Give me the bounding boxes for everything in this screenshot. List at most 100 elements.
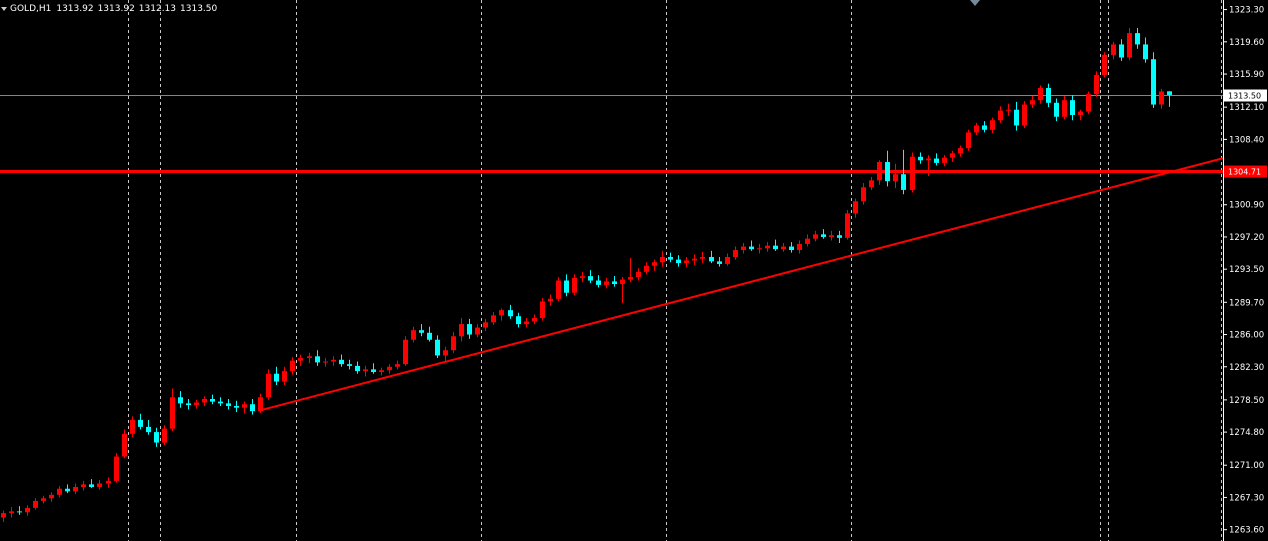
candle-body-bear bbox=[709, 256, 714, 262]
price-tick-label: 1282.30 bbox=[1229, 363, 1264, 373]
candle-body-bull bbox=[451, 336, 456, 351]
chevron-down-icon[interactable] bbox=[1, 6, 7, 11]
candle-body-bear bbox=[676, 259, 681, 264]
candle-body-bull bbox=[1006, 109, 1011, 111]
candle-body-bear bbox=[17, 511, 22, 513]
candle-body-bull bbox=[491, 315, 496, 323]
candle-body-bull bbox=[1022, 104, 1027, 126]
candle-body-bull bbox=[692, 258, 697, 261]
candle-body-bull bbox=[1086, 94, 1091, 112]
candle-body-bull bbox=[741, 246, 746, 251]
candle-body-bull bbox=[556, 280, 561, 299]
price-tick-label: 1267.30 bbox=[1229, 493, 1264, 503]
candle-body-bull bbox=[998, 110, 1003, 121]
candle-body-bull bbox=[33, 500, 38, 508]
candle-body-bear bbox=[612, 281, 617, 285]
candle-body-bear bbox=[65, 488, 70, 492]
candle-body-bull bbox=[483, 322, 488, 328]
candle-body-bull bbox=[307, 356, 312, 359]
price-tick-label: 1297.20 bbox=[1229, 233, 1264, 243]
open-price: 1313.92 bbox=[56, 4, 94, 14]
high-price: 1313.92 bbox=[97, 4, 135, 14]
candle-body-bull bbox=[869, 180, 874, 188]
candle-body-bear bbox=[419, 330, 424, 333]
candle-body-bear bbox=[89, 484, 94, 487]
price-tick-label: 1289.70 bbox=[1229, 298, 1264, 308]
candle-body-bull bbox=[258, 397, 263, 412]
candle-body-bear bbox=[901, 174, 906, 190]
candle-body-bull bbox=[403, 339, 408, 365]
candle-body-bull bbox=[990, 120, 995, 130]
candle-body-bull bbox=[282, 371, 287, 382]
candle-body-bull bbox=[926, 158, 931, 161]
candle-body-bear bbox=[186, 403, 191, 406]
candle-body-bear bbox=[821, 234, 826, 237]
candle-body-bull bbox=[829, 235, 834, 237]
candle-body-bear bbox=[918, 156, 923, 161]
candle-body-bull bbox=[387, 366, 392, 371]
candle-body-bull bbox=[958, 148, 963, 154]
price-tick-label: 1278.50 bbox=[1229, 396, 1264, 406]
candle-body-bear bbox=[178, 397, 183, 404]
candle-body-bear bbox=[339, 359, 344, 365]
candle-body-bear bbox=[773, 245, 778, 250]
candle-body-bull bbox=[805, 238, 810, 244]
candle-body-bull bbox=[114, 456, 119, 481]
candle-body-bull bbox=[1, 513, 6, 518]
candle-body-bull bbox=[950, 153, 955, 158]
candle-body-bull bbox=[49, 494, 54, 499]
candle-body-bear bbox=[934, 158, 939, 163]
candle-body-bull bbox=[620, 279, 625, 285]
candle-body-bull bbox=[323, 361, 328, 363]
candle-body-bear bbox=[274, 373, 279, 382]
candle-body-bull bbox=[266, 373, 271, 398]
candle-body-bull bbox=[475, 327, 480, 335]
price-tick-label: 1263.60 bbox=[1229, 526, 1264, 536]
candle-body-bear bbox=[596, 280, 601, 285]
period-separators bbox=[128, 0, 1222, 541]
price-tick-label: 1319.60 bbox=[1229, 38, 1264, 48]
candle-body-bull bbox=[910, 156, 915, 190]
candles-group bbox=[1, 27, 1172, 522]
candle-body-bull bbox=[499, 310, 504, 316]
candle-body-bear bbox=[226, 403, 231, 406]
candle-body-bull bbox=[660, 256, 665, 263]
candle-body-bull bbox=[242, 404, 247, 408]
price-tick-label: 1286.00 bbox=[1229, 331, 1264, 341]
candle-body-bull bbox=[1030, 100, 1035, 105]
candle-body-bull bbox=[652, 262, 657, 266]
candle-body-bear bbox=[435, 339, 440, 356]
candle-body-bull bbox=[532, 317, 537, 322]
candle-body-bull bbox=[170, 397, 175, 429]
candle-body-bull bbox=[572, 277, 577, 293]
candle-body-bull bbox=[9, 511, 14, 514]
candle-body-bear bbox=[508, 310, 513, 317]
candle-body-bull bbox=[1159, 91, 1164, 105]
price-tick-label: 1315.90 bbox=[1229, 70, 1264, 80]
candle-body-bear bbox=[717, 261, 722, 264]
candle-body-bull bbox=[73, 486, 78, 492]
candle-body-bull bbox=[757, 248, 762, 250]
candle-body-bull bbox=[379, 370, 384, 372]
candle-body-bull bbox=[1094, 74, 1099, 95]
candle-body-bull bbox=[290, 360, 295, 372]
candle-body-bull bbox=[122, 433, 127, 457]
candle-body-bear bbox=[467, 324, 472, 335]
candle-body-bear bbox=[982, 125, 987, 130]
candle-body-bull bbox=[1102, 54, 1107, 75]
candle-body-bull bbox=[1111, 44, 1116, 55]
candle-body-bear bbox=[588, 276, 593, 281]
candle-body-bull bbox=[942, 157, 947, 163]
candle-body-bear bbox=[146, 426, 151, 433]
candle-body-bear bbox=[885, 162, 890, 182]
price-axis: 1323.30 1319.60 1315.90 1312.10 1308.40 1304.… bbox=[1223, 0, 1264, 541]
candle-body-bull bbox=[684, 260, 689, 264]
candle-body-bear bbox=[1143, 44, 1148, 60]
price-tick-label: 1300.90 bbox=[1229, 201, 1264, 211]
candle-body-bear bbox=[789, 246, 794, 251]
candle-body-bull bbox=[974, 125, 979, 133]
candle-body-bull bbox=[331, 359, 336, 362]
chart-header: GOLD,H1 1313.92 1313.92 1312.13 1313.50 bbox=[0, 3, 221, 15]
low-price: 1312.13 bbox=[138, 4, 177, 14]
